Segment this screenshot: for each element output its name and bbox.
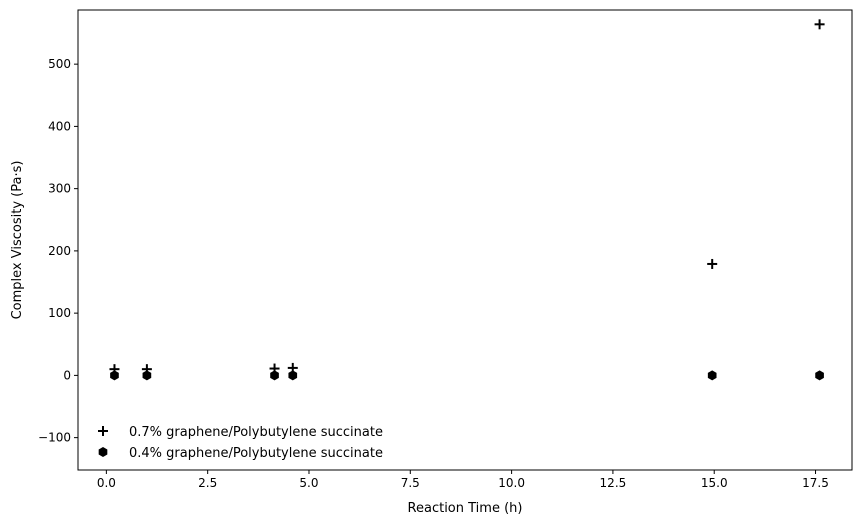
x-tick-label: 17.5 xyxy=(802,476,829,490)
data-point-series-2 xyxy=(288,370,298,381)
data-point-series-1 xyxy=(707,258,718,269)
y-tick-label: −100 xyxy=(38,431,71,445)
y-tick-label: 200 xyxy=(48,244,71,258)
data-point-series-2 xyxy=(142,370,152,381)
legend-marker-1 xyxy=(98,426,108,436)
data-point-series-2 xyxy=(270,370,279,381)
y-tick-label: 400 xyxy=(48,119,71,133)
x-tick-label: 7.5 xyxy=(401,476,420,490)
x-tick-label: 15.0 xyxy=(701,476,728,490)
x-axis-label: Reaction Time (h) xyxy=(408,501,523,516)
x-tick-label: 5.0 xyxy=(299,476,318,490)
y-tick-label: 500 xyxy=(48,57,71,71)
data-point-series-2 xyxy=(707,370,717,381)
x-tick-label: 12.5 xyxy=(600,476,627,490)
x-tick-label: 2.5 xyxy=(198,476,217,490)
legend-label-2: 0.4% graphene/Polybutylene succinate xyxy=(129,446,383,461)
x-tick-label: 10.0 xyxy=(498,476,525,490)
y-tick-label: 100 xyxy=(48,306,71,320)
data-point-series-2 xyxy=(110,370,119,381)
plot-marks xyxy=(109,19,825,381)
y-tick-label: 300 xyxy=(48,182,71,196)
legend: 0.7% graphene/Polybutylene succinate 0.4%… xyxy=(98,425,383,461)
y-tick-label: 0 xyxy=(63,368,71,382)
x-axis-ticks: 0.0 2.5 5.0 7.5 10.0 12.5 15.0 17.5 xyxy=(97,470,829,490)
legend-marker-2 xyxy=(98,447,108,457)
x-tick-label: 0.0 xyxy=(97,476,116,490)
y-axis-ticks: −100 0 100 200 300 400 500 xyxy=(38,57,78,445)
data-point-series-1 xyxy=(814,19,825,30)
data-point-series-2 xyxy=(815,370,824,381)
legend-label-1: 0.7% graphene/Polybutylene succinate xyxy=(129,425,383,440)
y-axis-label: Complex Viscosity (Pa·s) xyxy=(10,161,25,320)
plot-frame xyxy=(77,9,853,471)
